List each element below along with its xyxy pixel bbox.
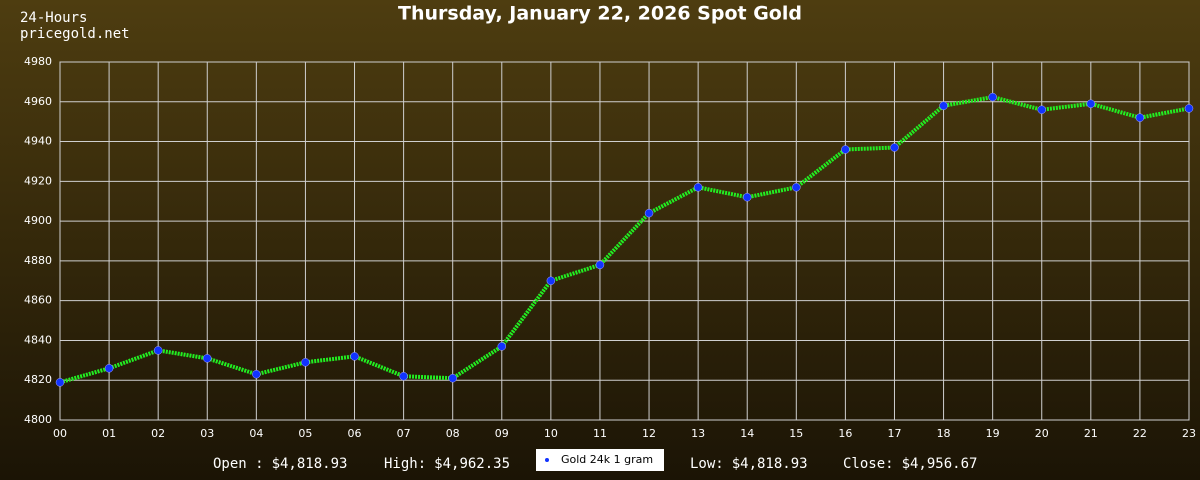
stat: Close: $4,956.67 bbox=[843, 456, 977, 472]
x-tick-label: 04 bbox=[249, 427, 263, 440]
x-tick-label: 15 bbox=[789, 427, 803, 440]
y-tick-label: 4880 bbox=[24, 254, 52, 267]
y-tick-label: 4940 bbox=[24, 135, 52, 148]
data-point bbox=[350, 352, 359, 361]
y-tick-label: 4860 bbox=[24, 294, 52, 307]
stat: High: $4,962.35 bbox=[384, 456, 510, 472]
x-tick-label: 09 bbox=[495, 427, 509, 440]
stat: Low: $4,818.93 bbox=[690, 456, 808, 472]
x-tick-label: 06 bbox=[348, 427, 362, 440]
data-point bbox=[497, 342, 507, 351]
data-point bbox=[792, 183, 801, 192]
legend-box bbox=[536, 449, 664, 471]
y-tick-label: 4800 bbox=[24, 413, 52, 426]
data-point bbox=[644, 208, 654, 218]
data-point bbox=[742, 192, 752, 202]
y-tick-label: 4920 bbox=[24, 174, 52, 187]
x-tick-label: 07 bbox=[397, 427, 411, 440]
x-tick-label: 12 bbox=[642, 427, 656, 440]
stat-label: Close: bbox=[843, 456, 894, 472]
data-point bbox=[1086, 99, 1096, 109]
x-tick-label: 05 bbox=[298, 427, 312, 440]
data-point bbox=[448, 373, 457, 383]
x-tick-label: 02 bbox=[151, 427, 165, 440]
x-tick-label: 11 bbox=[593, 427, 607, 440]
x-tick-label: 16 bbox=[838, 427, 852, 440]
data-point bbox=[693, 183, 703, 192]
data-point bbox=[939, 101, 948, 111]
stat-label: High: bbox=[384, 456, 426, 472]
x-tick-label: 10 bbox=[544, 427, 558, 440]
x-tick-label: 22 bbox=[1133, 427, 1147, 440]
data-point bbox=[301, 358, 310, 367]
y-tick-label: 4820 bbox=[24, 373, 52, 386]
x-tick-label: 00 bbox=[53, 427, 67, 440]
data-point bbox=[1184, 104, 1194, 113]
stat: Open : $4,818.93 bbox=[213, 456, 347, 472]
y-tick-label: 4960 bbox=[24, 95, 52, 108]
x-tick-label: 13 bbox=[691, 427, 705, 440]
header-line: pricegold.net bbox=[20, 26, 130, 42]
x-tick-label: 03 bbox=[200, 427, 214, 440]
x-tick-label: 08 bbox=[446, 427, 460, 440]
stat-label: Open : bbox=[213, 456, 264, 472]
x-tick-label: 01 bbox=[102, 427, 116, 440]
x-tick-label: 19 bbox=[986, 427, 1000, 440]
x-tick-label: 23 bbox=[1182, 427, 1196, 440]
data-point bbox=[546, 276, 556, 286]
x-tick-label: 14 bbox=[740, 427, 754, 440]
chart-title: Thursday, January 22, 2026 Spot Gold bbox=[398, 3, 802, 25]
legend-marker bbox=[545, 458, 549, 462]
data-point bbox=[841, 145, 850, 154]
data-point bbox=[1037, 105, 1046, 114]
x-tick-label: 18 bbox=[937, 427, 951, 440]
series-line bbox=[59, 95, 1190, 385]
header-line: 24-Hours bbox=[20, 10, 87, 26]
legend-label: Gold 24k 1 gram bbox=[561, 453, 653, 466]
stat-label: Low: bbox=[690, 456, 724, 472]
data-point bbox=[988, 92, 997, 102]
x-tick-label: 20 bbox=[1035, 427, 1049, 440]
data-point bbox=[399, 371, 408, 381]
stat-value: $4,956.67 bbox=[902, 456, 978, 472]
y-tick-label: 4900 bbox=[24, 214, 52, 227]
stat-value: $4,818.93 bbox=[272, 456, 348, 472]
data-point bbox=[203, 354, 212, 363]
stat-value: $4,818.93 bbox=[732, 456, 808, 472]
data-point bbox=[890, 143, 899, 152]
data-point bbox=[104, 364, 114, 373]
data-point bbox=[1135, 113, 1145, 122]
data-point bbox=[55, 378, 65, 387]
data-point bbox=[252, 370, 261, 379]
y-tick-label: 4840 bbox=[24, 333, 52, 346]
stat-value: $4,962.35 bbox=[434, 456, 510, 472]
x-tick-label: 17 bbox=[887, 427, 901, 440]
data-point bbox=[595, 260, 605, 270]
x-tick-label: 21 bbox=[1084, 427, 1098, 440]
data-point bbox=[153, 346, 163, 355]
y-tick-label: 4980 bbox=[24, 55, 52, 68]
